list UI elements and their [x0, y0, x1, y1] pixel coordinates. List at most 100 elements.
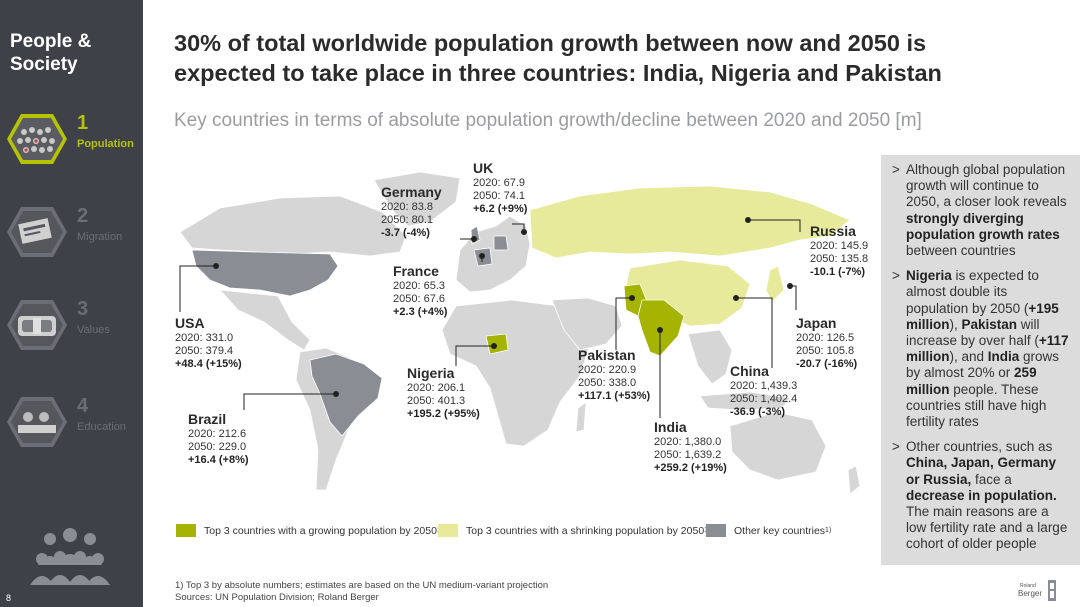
text: face a: [971, 471, 1012, 487]
usa-connector: [179, 265, 216, 312]
value-2050: 2050: 74.1: [473, 190, 525, 202]
new-zealand: [847, 465, 861, 495]
value-2050: 2050: 1,402.4: [730, 393, 798, 405]
country-name: Pakistan: [578, 347, 636, 363]
sidebar-item-number: 1: [77, 112, 89, 134]
country-name: USA: [175, 315, 205, 331]
legend-label: Other key countries: [734, 524, 826, 537]
value-change: +259.2 (+19%): [654, 462, 727, 474]
legend-label: Top 3 countries with a shrinking populat…: [466, 524, 705, 537]
legend-shrinking: Top 3 countries with a shrinking populat…: [438, 524, 710, 537]
country-name: Nigeria: [407, 365, 455, 381]
legend-swatch-other: [706, 524, 726, 537]
value-change: +117.1 (+53%): [578, 390, 651, 402]
sidebar-item-label: Migration: [77, 231, 123, 243]
value-2020: 2020: 126.5: [796, 332, 855, 344]
text: ),: [949, 316, 962, 332]
text: Although global population growth will c…: [906, 162, 1067, 210]
country-label-china: China 2020: 1,439.3 2050: 1,402.4 -36.9 …: [730, 363, 797, 419]
country-name: Brazil: [188, 411, 227, 427]
value-change: +6.2 (+9%): [473, 203, 528, 215]
germany-shape: [493, 235, 509, 251]
sidebar-item-migration[interactable]: 2 Migration: [0, 205, 143, 275]
emphasis: decrease in population.: [906, 487, 1057, 503]
sidebar-item-number: 4: [77, 395, 89, 417]
nigeria-connector: [455, 345, 494, 366]
pakistan-connector: [615, 297, 632, 350]
emphasis: China, Japan, Germany or Russia,: [906, 455, 1057, 487]
emphasis: strongly diverging population growth rat…: [906, 210, 1060, 242]
value-2050: 2050: 1,639.2: [654, 449, 722, 461]
page-title: 30% of total worldwide population growth…: [174, 30, 942, 86]
sidebar-item-number: 3: [77, 298, 89, 320]
legend-swatch-growing: [176, 524, 196, 537]
emphasis: +117 million: [906, 333, 1069, 365]
migration-icon: [7, 207, 67, 257]
value-2020: 2020: 67.9: [473, 177, 525, 189]
southeast-asia: [687, 329, 733, 385]
brazil-shape: [309, 353, 383, 437]
logo-text-berger: Berger: [1018, 589, 1042, 598]
madagascar: [575, 401, 587, 433]
sidebar-item-education[interactable]: 4 Education: [0, 395, 143, 465]
insight-bullet-2: Nigeria is expected to almost double its…: [890, 268, 1072, 430]
value-change: -3.7 (-4%): [381, 227, 430, 239]
country-name: Russia: [810, 223, 856, 239]
text: will increase by over half (: [906, 316, 1040, 349]
country-name: China: [730, 363, 769, 379]
text: people. These countries still have high …: [906, 381, 1047, 430]
value-2050: 2050: 229.0: [188, 441, 247, 453]
canada: [179, 195, 407, 257]
text: is expected to almost double its populat…: [906, 268, 1039, 316]
sidebar-item-label: Education: [77, 421, 126, 433]
country-label-nigeria: Nigeria 2020: 206.1 2050: 401.3 +195.2 (…: [407, 365, 480, 421]
text: ), and: [949, 349, 988, 365]
japan-shape: [765, 265, 785, 303]
value-change: +16.4 (+8%): [188, 454, 249, 466]
value-2050: 2050: 67.6: [393, 293, 445, 305]
sources-line: Sources: UN Population Division; Roland …: [175, 592, 379, 603]
emphasis: +195 million: [906, 300, 1059, 332]
world-map: [179, 171, 861, 495]
country-name: India: [654, 419, 687, 435]
emphasis: India: [987, 349, 1020, 365]
education-icon: [7, 397, 67, 447]
people-group-icon: [30, 528, 110, 585]
sidebar-item-values[interactable]: 3 Values: [0, 298, 143, 368]
value-2050: 2050: 338.0: [578, 377, 637, 389]
country-name: Germany: [381, 184, 442, 200]
text: between countries: [906, 243, 1016, 259]
country-label-germany: Germany 2020: 83.8 2050: 80.1 -3.7 (-4%): [381, 184, 442, 240]
value-2050: 2050: 80.1: [381, 214, 433, 226]
logo-text-roland: Roland: [1020, 583, 1036, 589]
text: Other countries, such as: [906, 439, 1053, 455]
nigeria-shape: [485, 333, 509, 355]
sidebar-item-label: Population: [77, 138, 134, 150]
emphasis: Pakistan: [961, 316, 1018, 332]
value-2050: 2050: 379.4: [175, 345, 234, 357]
value-2020: 2020: 220.9: [578, 364, 637, 376]
country-name: Japan: [796, 315, 837, 331]
insight-bullet-1: Although global population growth will c…: [890, 162, 1072, 259]
legend-other: Other key countries 1): [706, 524, 831, 537]
value-change: -10.1 (-7%): [810, 266, 866, 278]
country-label-uk: UK 2020: 67.9 2050: 74.1 +6.2 (+9%): [473, 160, 527, 216]
page-number: 8: [6, 593, 12, 603]
indonesia: [699, 391, 791, 411]
country-name: UK: [473, 160, 494, 176]
sidebar-item-number: 2: [77, 205, 89, 227]
value-change: +195.2 (+95%): [407, 408, 480, 420]
greenland: [373, 171, 461, 227]
sidebar: People & Society 1 Population 2 Migratio…: [0, 0, 143, 607]
country-label-russia: Russia 2020: 145.9 2050: 135.8 -10.1 (-7…: [810, 223, 868, 279]
text: grows by almost 20% or: [906, 349, 1060, 381]
value-2020: 2020: 212.6: [188, 428, 247, 440]
values-icon: [7, 300, 67, 350]
country-label-brazil: Brazil 2020: 212.6 2050: 229.0 +16.4 (+8…: [188, 411, 249, 467]
value-2020: 2020: 145.9: [810, 240, 869, 252]
footnote-line: 1) Top 3 by absolute numbers; estimates …: [175, 580, 549, 591]
russia-shape: [529, 185, 851, 259]
insights-panel: Although global population growth will c…: [881, 155, 1080, 565]
sidebar-item-population[interactable]: 1 Population: [0, 112, 143, 182]
australia: [729, 411, 827, 481]
